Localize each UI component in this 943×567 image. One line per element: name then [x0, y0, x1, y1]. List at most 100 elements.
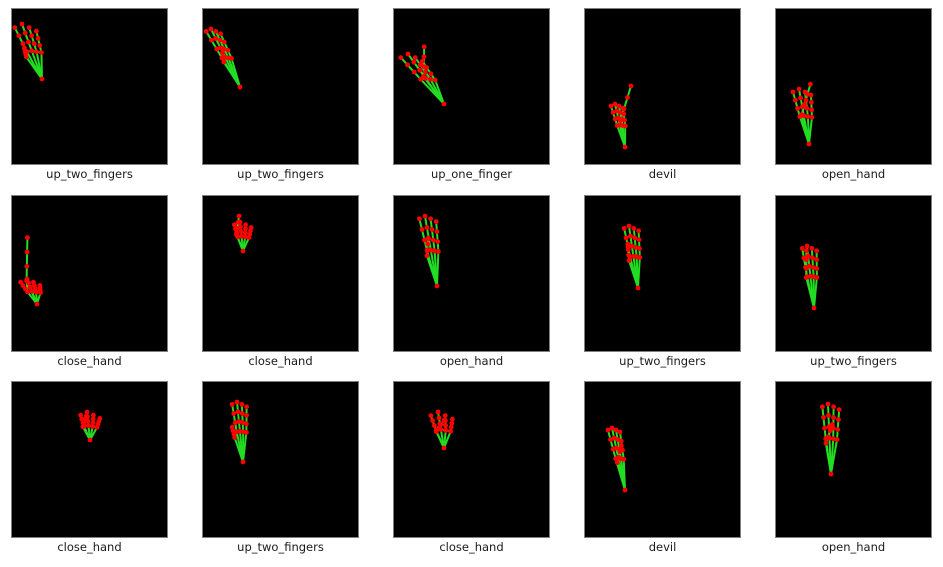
- hand-joint: [86, 423, 91, 428]
- hand-joint: [829, 472, 834, 477]
- hand-joint: [814, 257, 819, 262]
- hand-skeleton: [585, 9, 740, 164]
- hand-joint: [837, 407, 842, 412]
- hand-joint: [431, 238, 436, 243]
- sample-label: open_hand: [373, 354, 570, 368]
- hand-skeleton: [776, 382, 931, 537]
- hand-joint: [433, 78, 438, 83]
- hand-joint: [443, 413, 448, 418]
- hand-joint: [222, 40, 227, 45]
- hand-joint: [413, 55, 418, 60]
- hand-joint: [241, 460, 246, 465]
- hand-skeleton: [12, 196, 167, 351]
- sample-label: up_two_fingers: [755, 354, 943, 368]
- hand-joint: [428, 216, 433, 221]
- hand-joint: [243, 222, 248, 227]
- sample-label: devil: [564, 167, 761, 181]
- hand-joint: [807, 142, 812, 147]
- hand-joint: [244, 430, 249, 435]
- hand-joint: [234, 230, 239, 235]
- hand-joint: [34, 49, 39, 54]
- hand-joint: [826, 402, 831, 407]
- hand-joint: [805, 244, 810, 249]
- hand-joint: [435, 239, 440, 244]
- sample-label: close_hand: [373, 540, 570, 554]
- hand-skeleton: [585, 196, 740, 351]
- hand-joint: [800, 246, 805, 251]
- hand-joint: [622, 118, 627, 123]
- hand-joint: [428, 413, 433, 418]
- hand-joint: [636, 286, 641, 291]
- hand-joint: [25, 235, 30, 240]
- hand-joint: [439, 427, 444, 432]
- hand-joint: [417, 68, 422, 73]
- hand-joint: [16, 33, 21, 38]
- hand-joint: [97, 416, 102, 421]
- hand-landmark-image: [202, 195, 359, 352]
- hand-joint: [420, 59, 425, 64]
- hand-joint: [232, 222, 237, 227]
- hand-joint: [443, 423, 448, 428]
- hand-joint: [32, 41, 37, 46]
- hand-joint: [809, 93, 814, 98]
- hand-landmark-image: [775, 195, 932, 352]
- hand-joint: [235, 400, 240, 405]
- hand-joint: [18, 280, 23, 285]
- hand-joint: [34, 29, 39, 34]
- hand-joint: [443, 418, 448, 423]
- hand-joint: [810, 115, 815, 120]
- hand-joint: [621, 106, 626, 111]
- hand-joint: [808, 82, 813, 87]
- hand-bone: [638, 257, 640, 288]
- hand-landmark-image: [584, 381, 741, 538]
- hand-joint: [632, 235, 637, 240]
- hand-joint: [91, 413, 96, 418]
- hand-joint: [398, 55, 403, 60]
- hand-joint: [795, 106, 800, 111]
- hand-landmark-image: [11, 381, 168, 538]
- hand-joint: [209, 38, 214, 43]
- hand-joint: [623, 488, 628, 493]
- hand-joint: [39, 50, 44, 55]
- sample-cell: up_one_finger: [393, 8, 550, 194]
- hand-joint: [624, 235, 629, 240]
- hand-joint: [430, 227, 435, 232]
- hand-joint: [12, 25, 17, 30]
- hand-joint: [422, 44, 427, 49]
- hand-joint: [448, 429, 453, 434]
- hand-joint: [24, 264, 29, 269]
- hand-joint: [85, 414, 90, 419]
- hand-skeleton: [394, 196, 549, 351]
- hand-joint: [438, 421, 443, 426]
- hand-joint: [449, 425, 454, 430]
- hand-landmark-image: [11, 195, 168, 352]
- hand-joint: [420, 227, 425, 232]
- hand-joint: [798, 96, 803, 101]
- sample-cell: up_two_fingers: [584, 195, 741, 381]
- hand-skeleton: [12, 9, 167, 164]
- hand-joint: [405, 62, 410, 67]
- hand-joint: [230, 425, 235, 430]
- hand-joint: [231, 411, 236, 416]
- hand-skeleton: [585, 382, 740, 537]
- hand-joint: [637, 237, 642, 242]
- hand-joint: [425, 242, 430, 247]
- hand-joint: [805, 106, 810, 111]
- hand-joint: [425, 225, 430, 230]
- hand-joint: [797, 114, 802, 119]
- hand-landmark-image: [584, 8, 741, 165]
- hand-landmark-image: [775, 8, 932, 165]
- hand-joint: [37, 283, 42, 288]
- hand-landmark-image: [202, 8, 359, 165]
- hand-joint: [436, 249, 441, 254]
- hand-joint: [209, 27, 214, 32]
- sample-label: close_hand: [0, 540, 188, 554]
- hand-landmark-image: [11, 8, 168, 165]
- hand-joint: [25, 277, 30, 282]
- hand-joint: [417, 216, 422, 221]
- hand-joint: [411, 60, 416, 65]
- sample-label: open_hand: [755, 540, 943, 554]
- hand-joint: [800, 104, 805, 109]
- hand-joint: [238, 85, 243, 90]
- sample-cell: open_hand: [775, 381, 932, 567]
